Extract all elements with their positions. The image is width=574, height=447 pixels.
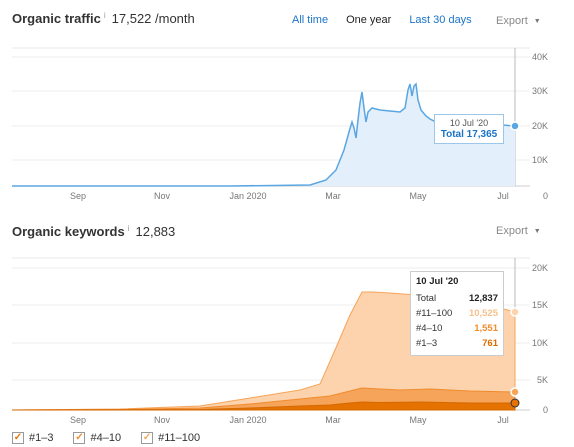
- legend-item-1-3[interactable]: ✓ #1–3: [12, 432, 53, 444]
- legend-item-4-10[interactable]: ✓ #4–10: [73, 432, 121, 444]
- checkbox-icon[interactable]: ✓: [12, 432, 24, 444]
- tooltip-row-value: 1,551: [474, 323, 498, 334]
- legend-item-11-100[interactable]: ✓ #11–100: [141, 432, 200, 444]
- tooltip-row-total: Total 12,837: [416, 293, 498, 307]
- traffic-export-label: Export: [496, 15, 528, 27]
- tooltip-row-label: #11–100: [416, 308, 453, 319]
- traffic-point-marker: [510, 121, 520, 131]
- traffic-tooltip: 10 Jul '20 Total 17,365: [434, 114, 504, 144]
- tooltip-row-value: 761: [482, 338, 498, 349]
- tooltip-row-11-100: #11–100 10,525: [416, 308, 498, 322]
- legend-label: #4–10: [90, 432, 122, 444]
- keywords-point-marker-4-10: [510, 387, 520, 397]
- y-tick-label: 0: [543, 405, 548, 415]
- y-tick-label: 10K: [532, 155, 548, 165]
- tooltip-row-4-10: #4–10 1,551: [416, 323, 498, 337]
- traffic-chart: 40K 30K 20K 10K 0 Sep Nov Jan 2020 Mar M…: [12, 47, 548, 201]
- tab-all-time[interactable]: All time: [292, 14, 329, 26]
- keywords-header: Organic keywords i 12,883: [12, 224, 175, 246]
- traffic-title: Organic traffic: [12, 11, 101, 26]
- keywords-legend: ✓ #1–3 ✓ #4–10 ✓ #11–100: [12, 432, 220, 444]
- tab-one-year[interactable]: One year: [346, 14, 392, 26]
- checkbox-icon[interactable]: ✓: [73, 432, 86, 444]
- x-tick-label: May: [409, 191, 427, 201]
- checkbox-icon[interactable]: ✓: [141, 432, 154, 444]
- y-tick-label: 20K: [532, 121, 548, 131]
- x-tick-label: Mar: [325, 191, 341, 201]
- info-icon[interactable]: i: [127, 224, 130, 233]
- keywords-value: 12,883: [135, 224, 176, 239]
- x-tick-label: Mar: [325, 415, 341, 425]
- tooltip-row-label: Total: [416, 293, 437, 304]
- keywords-export-label: Export: [496, 225, 528, 237]
- keywords-tooltip-date: 10 Jul '20: [416, 276, 459, 287]
- traffic-tooltip-total: Total 17,365: [440, 129, 498, 140]
- tooltip-row-label: #4–10: [416, 323, 443, 334]
- x-tick-label: Sep: [70, 415, 86, 425]
- tooltip-row-value: 12,837: [468, 293, 498, 304]
- traffic-line: [12, 82, 516, 187]
- info-icon[interactable]: i: [103, 11, 106, 20]
- legend-label: #1–3: [29, 432, 54, 444]
- y-tick-label: 20K: [532, 263, 548, 273]
- chevron-down-icon: ▼: [533, 227, 541, 235]
- keywords-point-marker-11-100: [510, 307, 520, 317]
- y-tick-label: 15K: [532, 300, 548, 310]
- x-tick-label: Nov: [154, 191, 171, 201]
- tooltip-row-value: 10,525: [468, 308, 498, 319]
- traffic-value: 17,522 /month: [111, 11, 195, 26]
- x-tick-label: May: [409, 415, 427, 425]
- x-tick-label: Nov: [154, 415, 171, 425]
- date-range-tabs: All time One year Last 30 days: [292, 14, 490, 26]
- traffic-header: Organic traffic i 17,522 /month: [12, 11, 195, 33]
- tooltip-row-1-3: #1–3 761: [416, 338, 498, 352]
- x-tick-label: Jan 2020: [229, 191, 266, 201]
- chevron-down-icon: ▼: [533, 17, 541, 25]
- traffic-tooltip-date: 10 Jul '20: [449, 118, 489, 128]
- keywords-export-button[interactable]: Export ▼: [496, 225, 541, 237]
- y-tick-label: 5K: [537, 375, 548, 385]
- y-tick-label: 0: [543, 191, 548, 201]
- keywords-title: Organic keywords: [12, 224, 125, 239]
- x-tick-label: Jul: [497, 415, 509, 425]
- tooltip-row-label: #1–3: [416, 338, 438, 349]
- x-tick-label: Jul: [497, 191, 509, 201]
- x-tick-label: Jan 2020: [229, 415, 266, 425]
- tab-last-30-days[interactable]: Last 30 days: [409, 14, 472, 26]
- y-tick-label: 30K: [532, 86, 548, 96]
- y-tick-label: 40K: [532, 52, 548, 62]
- x-tick-label: Sep: [70, 191, 86, 201]
- traffic-area: [12, 84, 515, 186]
- keywords-tooltip: 10 Jul '20 Total 12,837 #11–100 10,525 #…: [410, 271, 504, 356]
- keywords-point-marker-1-3: [510, 398, 520, 408]
- traffic-export-button[interactable]: Export ▼: [496, 15, 541, 27]
- keywords-chart: 20K 15K 10K 5K 0 Sep Nov Jan 2020 Mar Ma…: [11, 257, 548, 425]
- y-tick-label: 10K: [532, 338, 548, 348]
- legend-label: #11–100: [158, 432, 201, 444]
